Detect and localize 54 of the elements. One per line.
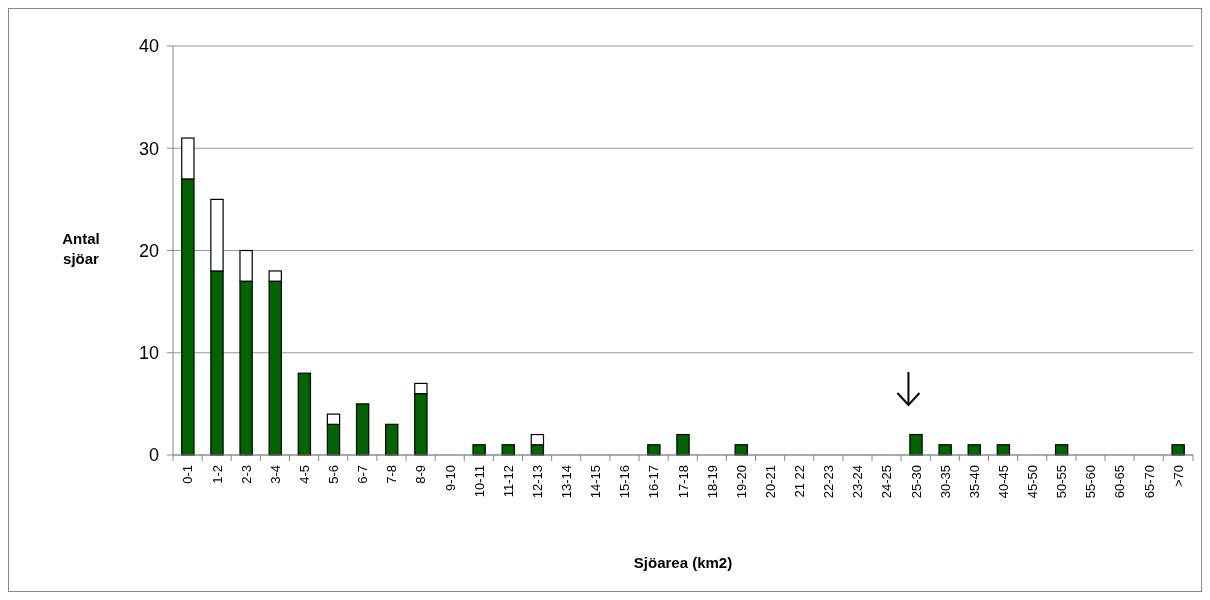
x-tick-label: 65-70 bbox=[1141, 465, 1157, 499]
x-tick-label: 19-20 bbox=[733, 465, 749, 499]
x-tick-label: 9-10 bbox=[442, 465, 458, 492]
x-tick-label: 25-30 bbox=[908, 465, 924, 499]
x-tick-label: 21 22 bbox=[792, 465, 808, 498]
y-axis-title: Antal sjöar bbox=[62, 230, 100, 267]
x-tick-label: 13-14 bbox=[559, 465, 575, 499]
x-tick-label: 16-17 bbox=[646, 465, 662, 499]
x-tick-label: 0-1 bbox=[180, 465, 196, 484]
bar bbox=[355, 403, 370, 456]
x-tick-label: 10-11 bbox=[471, 465, 487, 498]
bar bbox=[734, 444, 748, 456]
x-tick-label: 2-3 bbox=[238, 465, 254, 484]
x-tick-label: 40-45 bbox=[995, 465, 1011, 499]
x-tick-label: 15-16 bbox=[617, 465, 633, 499]
y-tick-label: 0 bbox=[148, 445, 159, 466]
y-tick-label: 30 bbox=[138, 138, 159, 159]
y-tick-label: 10 bbox=[138, 343, 159, 364]
x-tick-label: 60-65 bbox=[1112, 465, 1128, 499]
x-tick-label: 24-25 bbox=[879, 465, 895, 499]
x-tick-label: 12-13 bbox=[529, 465, 545, 499]
x-tick-label: 20-21 bbox=[762, 465, 778, 499]
x-tick-label: 22-23 bbox=[821, 465, 837, 499]
x-tick-label: >70 bbox=[1170, 465, 1186, 488]
bar bbox=[647, 444, 661, 456]
x-tick-label: 23-24 bbox=[850, 465, 866, 499]
x-tick-label: 8-9 bbox=[413, 465, 429, 484]
x-axis-title: Sjöarea (km2) bbox=[633, 554, 733, 571]
bar bbox=[938, 444, 952, 456]
x-tick-label: 3-4 bbox=[267, 465, 283, 484]
x-tick-label: 50-55 bbox=[1054, 465, 1070, 499]
bar bbox=[501, 444, 515, 456]
bar bbox=[909, 433, 923, 456]
bar bbox=[967, 444, 981, 456]
x-tick-label: 18-19 bbox=[704, 465, 720, 499]
x-tick-label: 5-6 bbox=[326, 465, 342, 484]
x-tick-label: 35-40 bbox=[966, 465, 982, 499]
y-tick-label: 40 bbox=[138, 36, 159, 57]
x-tick-label: 17-18 bbox=[675, 465, 691, 499]
x-tick-label: 7-8 bbox=[384, 465, 400, 484]
x-tick-label: 55-60 bbox=[1083, 465, 1099, 499]
bar bbox=[297, 372, 312, 456]
y-tick-label: 20 bbox=[138, 240, 159, 261]
x-tick-label: 4-5 bbox=[296, 465, 312, 484]
x-tick-label: 30-35 bbox=[937, 465, 953, 499]
x-tick-label: 14-15 bbox=[588, 465, 604, 499]
x-tick-label: 11-12 bbox=[500, 465, 516, 498]
x-tick-label: 6-7 bbox=[355, 465, 371, 484]
bar bbox=[472, 444, 486, 456]
bar bbox=[385, 423, 399, 456]
x-tick-label: 1-2 bbox=[209, 465, 225, 484]
x-tick-label: 45-50 bbox=[1025, 465, 1041, 499]
bar bbox=[676, 433, 690, 456]
bar bbox=[1171, 444, 1185, 456]
